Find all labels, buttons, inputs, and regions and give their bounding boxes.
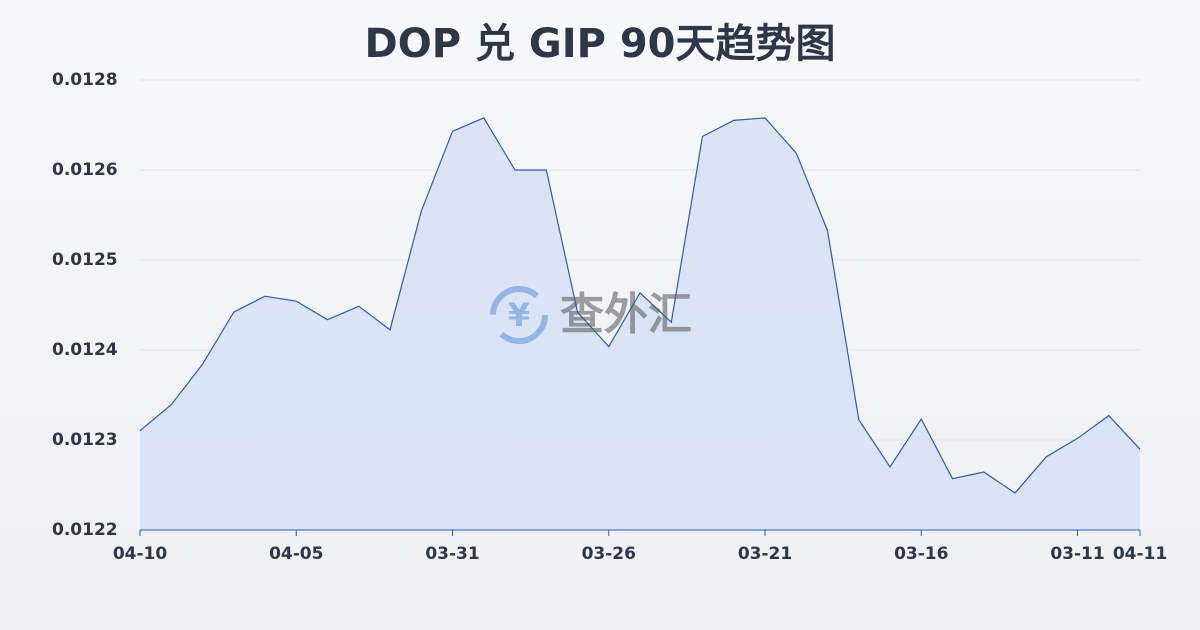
y-tick-label: 0.0123	[52, 430, 118, 450]
x-tick-label: 03-26	[582, 544, 636, 564]
y-tick-label: 0.0128	[52, 70, 118, 90]
watermark-icon	[490, 286, 548, 344]
x-tick-label: 03-21	[738, 544, 792, 564]
area-fill	[140, 117, 1140, 531]
watermark: ¥ 查外汇	[490, 286, 692, 344]
x-tick-label: 03-31	[425, 544, 479, 564]
x-tick-label: 03-16	[894, 544, 948, 564]
line	[139, 117, 1141, 494]
x-tick-label: 04-05	[269, 544, 323, 564]
x-tick-label: 04-10	[113, 544, 168, 564]
watermark-icon-symbol: ¥	[508, 296, 530, 334]
x-tick-label: 03-11	[1050, 544, 1104, 564]
watermark-text: 查外汇	[560, 289, 692, 340]
chart-title: DOP 兑 GIP 90天趋势图	[365, 21, 836, 67]
y-tick-label: 0.0122	[52, 520, 118, 540]
y-tick-label: 0.0125	[52, 250, 118, 270]
plot-area: 0.0122 0.0123 0.0124 0.0125 0.0126 0.0128 04-1…	[52, 70, 1167, 564]
y-tick-label: 0.0124	[52, 340, 118, 360]
y-tick-label: 0.0126	[52, 160, 118, 180]
x-tick-label: 04-11	[1113, 544, 1167, 564]
